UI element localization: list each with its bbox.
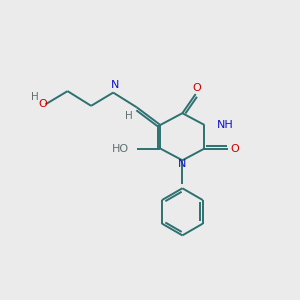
Text: N: N xyxy=(110,80,119,90)
Text: NH: NH xyxy=(217,120,234,130)
Text: O: O xyxy=(193,82,202,93)
Text: H: H xyxy=(124,110,132,121)
Text: H: H xyxy=(31,92,39,102)
Text: O: O xyxy=(230,143,239,154)
Text: N: N xyxy=(178,159,187,169)
Text: HO: HO xyxy=(112,143,129,154)
Text: O: O xyxy=(38,99,47,110)
